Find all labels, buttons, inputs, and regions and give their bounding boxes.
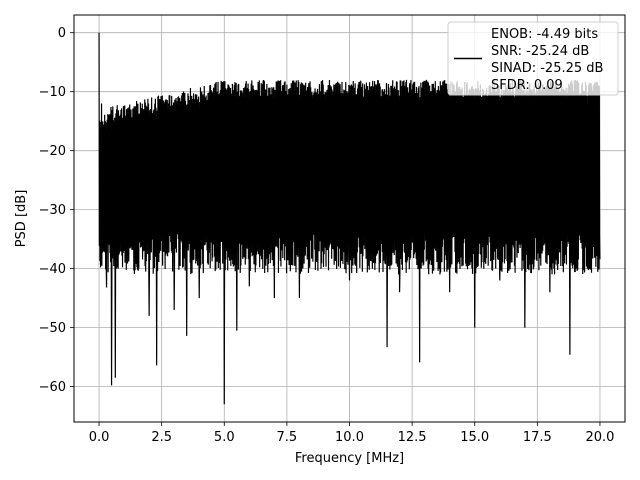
y-tick-label: −40 [39, 262, 66, 277]
x-tick-label: 20.0 [585, 430, 614, 445]
legend: ENOB: -4.49 bits SNR: -25.24 dB SINAD: -… [447, 21, 619, 96]
y-tick-label: −30 [39, 203, 66, 218]
x-ticks: 0.0 2.5 5.0 7.5 10.0 12.5 15.0 17.5 20.0 [89, 422, 614, 445]
y-ticks: 0 −10 −20 −30 −40 −50 −60 [39, 26, 74, 395]
psd-series-line [98, 32, 601, 405]
y-tick-label: −60 [39, 380, 66, 395]
x-tick-label: 2.5 [151, 430, 172, 445]
legend-entry-enob: ENOB: -4.49 bits [491, 27, 598, 42]
x-tick-label: 17.5 [523, 430, 552, 445]
x-tick-label: 12.5 [398, 430, 427, 445]
x-tick-label: 10.0 [335, 430, 364, 445]
y-tick-label: 0 [58, 26, 66, 41]
x-tick-label: 15.0 [460, 430, 489, 445]
legend-box [447, 21, 619, 96]
y-tick-label: −20 [39, 144, 66, 159]
legend-entry-sfdr: SFDR: 0.09 [491, 78, 563, 93]
x-tick-label: 0.0 [89, 430, 110, 445]
y-tick-label: −10 [39, 85, 66, 100]
x-tick-label: 7.5 [277, 430, 298, 445]
y-axis-label: PSD [dB] [14, 190, 29, 248]
x-tick-label: 5.0 [214, 430, 235, 445]
x-axis-label: Frequency [MHz] [295, 451, 404, 466]
legend-entry-sinad: SINAD: -25.25 dB [491, 61, 603, 76]
legend-entry-snr: SNR: -25.24 dB [491, 44, 589, 59]
y-tick-label: −50 [39, 321, 66, 336]
series-layer [98, 32, 601, 405]
